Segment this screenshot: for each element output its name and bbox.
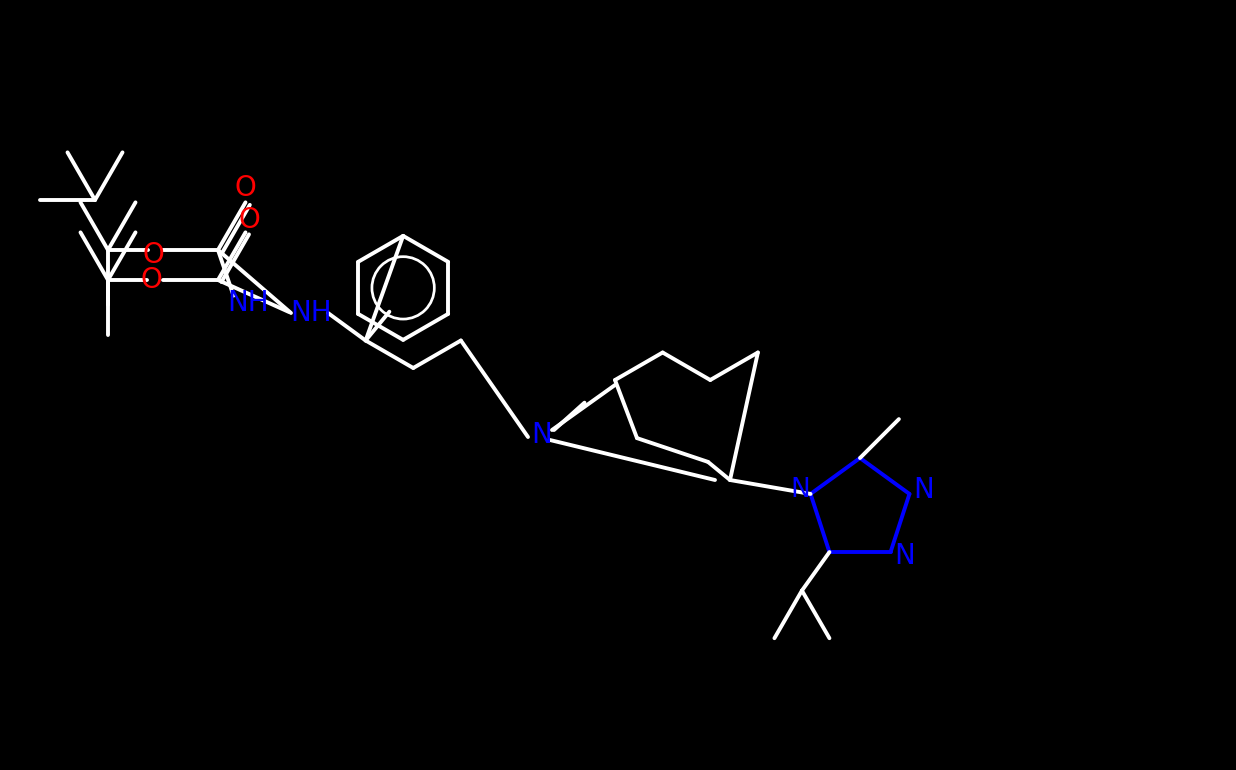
Text: NH: NH [290, 299, 331, 327]
Text: O: O [239, 206, 261, 234]
Text: N: N [791, 477, 811, 503]
Text: O: O [235, 174, 256, 203]
Text: N: N [531, 421, 552, 449]
Text: O: O [142, 241, 164, 269]
Text: NH: NH [227, 289, 269, 316]
Text: N: N [913, 476, 934, 504]
Text: N: N [894, 542, 915, 570]
Text: O: O [140, 266, 162, 294]
